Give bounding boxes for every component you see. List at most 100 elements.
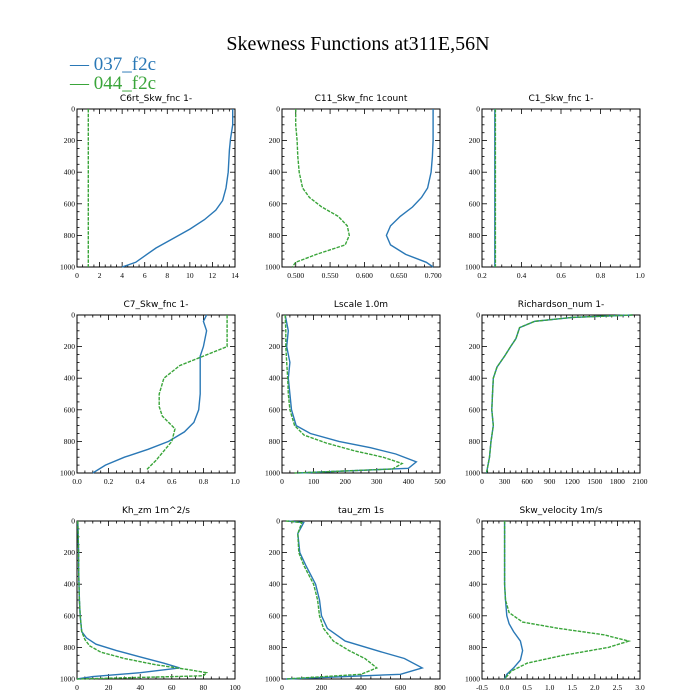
x-tick-label: 0.500 [287,271,304,280]
y-tick-label: 1000 [60,675,75,684]
y-tick-label: 800 [269,231,281,240]
x-tick-label: 2100 [633,477,648,486]
series-line-044_f2c [76,520,209,680]
panel-5: Lscale 1.0m 0 100 200 300 400 500 0 200 400 600 800… [265,300,446,486]
y-tick-label: 0 [276,517,280,526]
x-tick-label: 0.600 [356,271,373,280]
panel-title: Lscale 1.0m [334,300,388,310]
series-line-044_f2c [285,520,379,680]
x-tick-label: 1.0 [230,477,240,486]
x-tick-label: 0 [75,271,79,280]
panel-title: C1_Skw_fnc 1- [529,94,594,104]
y-tick-label: 0 [71,105,75,114]
x-tick-label: 100 [308,477,320,486]
x-tick-label: 80 [200,683,208,692]
x-tick-label: -0.5 [476,683,488,692]
x-tick-label: 10 [186,271,194,280]
panel-1: C6rt_Skw_fnc 1- 0 2 4 6 8 10 12 14 0 200 400 600 800 1… [60,94,239,280]
series-line-037_f2c [385,109,434,268]
x-tick-label: 1500 [587,477,602,486]
panel-title: tau_zm 1s [338,506,384,516]
series-line-044_f2c [503,521,632,680]
series-line-037_f2c [285,520,425,680]
series-line-037_f2c [76,520,180,680]
y-tick-label: 200 [469,548,481,557]
x-tick-label: 200 [316,683,328,692]
plot-frame [481,314,641,474]
y-tick-label: 1000 [465,675,480,684]
y-tick-label: 400 [469,580,481,589]
x-tick-label: 200 [340,477,352,486]
x-tick-label: 600 [395,683,407,692]
x-tick-label: 0.2 [477,271,487,280]
y-tick-label: 800 [469,231,481,240]
x-tick-label: 0.550 [322,271,339,280]
x-tick-label: 1800 [610,477,625,486]
x-tick-label: 0.650 [390,271,407,280]
y-tick-label: 600 [469,611,481,620]
x-tick-label: 2 [98,271,102,280]
x-tick-label: 14 [231,271,239,280]
x-tick-label: 100 [229,683,241,692]
series-line-037_f2c [92,314,208,474]
y-tick-label: 1000 [60,469,75,478]
y-tick-label: 200 [64,136,76,145]
panel-title: Skw_velocity 1m/s [519,506,602,516]
panel-4: C7_Skw_fnc 1- 0.0 0.2 0.4 0.6 0.8 1.0 0 200 400 60… [60,300,240,486]
panel-6: Richardson_num 1- 0 300 600 900 1200 1500 1800 2… [465,300,648,486]
x-tick-label: 0.4 [136,477,146,486]
x-tick-label: 300 [499,477,511,486]
x-tick-label: 4 [120,271,124,280]
plot-frame [76,520,236,680]
x-tick-label: 40 [136,683,144,692]
panel-2: C11_Skw_fnc 1count 0.500 0.550 0.600 0.650 0.… [265,94,442,280]
plot-frame [481,108,641,268]
x-tick-label: 0 [280,477,284,486]
legend: — 037_f2c — 044_f2c [69,54,156,94]
series-line-044_f2c [146,315,228,471]
y-tick-label: 0 [476,105,480,114]
y-tick-label: 400 [469,374,481,383]
x-tick-label: 0.6 [556,271,566,280]
x-tick-label: 400 [355,683,367,692]
series-line-044_f2c [284,314,404,474]
series-line-037_f2c [503,521,524,680]
legend-entry-044: — 044_f2c [69,73,156,94]
x-tick-label: 1200 [565,477,580,486]
y-tick-label: 800 [269,437,281,446]
y-tick-label: 400 [269,580,281,589]
y-tick-label: 0 [71,517,75,526]
y-tick-label: 1000 [60,263,75,272]
series-line-044_f2c [291,109,351,268]
y-tick-label: 1000 [465,469,480,478]
y-tick-label: 1000 [465,263,480,272]
legend-entry-037: — 037_f2c [69,54,156,75]
panel-title: C6rt_Skw_fnc 1- [120,94,192,104]
panel-3: C1_Skw_fnc 1- 0.2 0.4 0.6 0.8 1.0 0 200 400 600 80… [465,94,645,280]
x-tick-label: 3.0 [635,683,645,692]
plot-frame [281,314,441,474]
y-tick-label: 400 [64,374,76,383]
series-line-037_f2c [121,109,234,268]
y-tick-label: 600 [64,611,76,620]
x-tick-label: 400 [403,477,415,486]
x-tick-label: 0.5 [522,683,532,692]
x-tick-label: 0.4 [517,271,527,280]
x-tick-label: 0.700 [425,271,442,280]
x-tick-label: 0 [280,683,284,692]
series-line-037_f2c [485,314,633,474]
y-tick-label: 200 [469,342,481,351]
y-tick-label: 800 [64,231,76,240]
x-tick-label: 6 [143,271,147,280]
y-tick-label: 600 [64,405,76,414]
y-tick-label: 600 [269,611,281,620]
y-tick-label: 600 [64,199,76,208]
x-tick-label: 600 [522,477,534,486]
y-tick-label: 400 [269,374,281,383]
y-tick-label: 800 [469,437,481,446]
x-tick-label: 0.8 [199,477,209,486]
y-tick-label: 400 [64,168,76,177]
y-tick-label: 200 [64,548,76,557]
panel-7: Kh_zm 1m^2/s0 20 40 60 80 1000200400600800100… [60,506,241,692]
plot-frame [281,108,441,268]
